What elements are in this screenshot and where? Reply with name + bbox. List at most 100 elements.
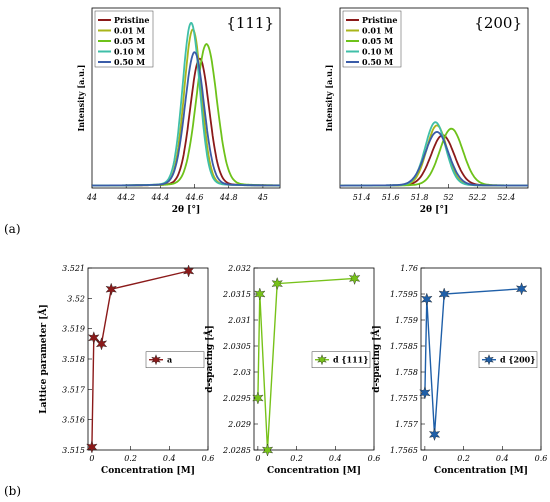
x-axis-label: 2θ [°]: [172, 205, 200, 215]
legend-label: 0.05 M: [114, 36, 145, 46]
y-tick-label: 1.7595: [390, 290, 418, 299]
legend-label: a: [167, 355, 172, 365]
legend-label: 0.05 M: [362, 36, 393, 46]
peak-panel-200: 51.4 51.6 51.8 52 52.2 52.4 2θ [°] Intensity [a…: [324, 7, 529, 215]
x-tick-label: 44.8: [219, 193, 238, 202]
x-tick-label: 44.4: [150, 193, 169, 202]
data-point: [182, 264, 195, 278]
data-point: [438, 287, 450, 301]
data-point: [271, 276, 283, 291]
x-tick-label: 44: [86, 193, 97, 202]
y-tick-label: 2.0305: [222, 342, 251, 351]
y-tick-label: 3.516: [62, 416, 85, 425]
x-tick-label: 44.2: [116, 193, 135, 202]
y-axis-label: Intensity [a.u.]: [324, 65, 334, 132]
x-tick-label: 52.2: [468, 193, 486, 202]
legend-label: 0.10 M: [362, 47, 393, 57]
legend-label: d {200}: [500, 355, 535, 365]
x-tick-label: 0.2: [124, 454, 137, 463]
y-axis-label: d-spacing [Å]: [370, 325, 382, 393]
curves-group: [340, 121, 528, 187]
y-tick-label: 2.029: [227, 420, 251, 429]
scatter-panel-3: 0 0.2 0.4 0.6 1.7565 1.757 1.7575 1.758 1.7585 1.…: [370, 264, 547, 476]
x-tick-label: 44.6: [185, 193, 204, 202]
data-point: [254, 287, 266, 301]
y-tick-label: 2.0315: [222, 290, 251, 299]
y-tick-label: 1.7575: [390, 394, 418, 403]
data-point: [428, 427, 441, 442]
y-tick-label: 1.76: [400, 264, 418, 273]
y-tick-label: 2.0285: [222, 446, 251, 455]
data-point: [515, 282, 528, 296]
legend-label: Pristine: [114, 15, 149, 25]
data-point: [348, 271, 361, 286]
y-tick-label: 1.757: [395, 420, 419, 429]
peak-panel-111: 44 44.2 44.4 44.6 44.8 45 2θ [°] Intensity [a.u…: [76, 7, 281, 215]
x-tick-label: 0.2: [290, 454, 303, 463]
x-axis-label: Concentration [M]: [267, 466, 361, 476]
legend-label: 0.01 M: [362, 26, 393, 36]
y-tick-label: 2.0295: [222, 394, 251, 403]
y-tick-label: 3.518: [62, 355, 85, 364]
data-point: [252, 391, 264, 405]
legend-label: d {111}: [333, 355, 368, 365]
peak-curve: [92, 51, 280, 187]
x-tick-label: 0: [422, 454, 427, 463]
axes-frame: [339, 7, 529, 189]
legend-box: [145, 351, 205, 368]
x-tick-label: 0.6: [202, 454, 215, 463]
data-point: [86, 440, 98, 454]
x-tick-label: 51.8: [411, 193, 429, 202]
y-tick-label: 1.759: [395, 316, 418, 325]
axes-frame: [91, 7, 281, 189]
panel-label-b: (b): [4, 484, 22, 498]
y-tick-label: 3.517: [62, 385, 86, 394]
panel-title: {111}: [226, 14, 274, 32]
y-tick-label: 3.52: [67, 294, 85, 303]
x-axis-label: Concentration [M]: [434, 466, 528, 476]
x-tick-label: 0: [89, 454, 94, 463]
legend-label: Pristine: [362, 15, 397, 25]
x-axis-label: 2θ [°]: [420, 205, 448, 215]
data-point: [261, 443, 274, 457]
y-tick-label: 2.032: [227, 264, 251, 273]
y-tick-label: 1.7565: [390, 446, 418, 455]
x-tick-label: 0.6: [535, 454, 548, 463]
peak-curve: [340, 134, 528, 187]
legend-label: 0.50 M: [362, 57, 393, 67]
legend-label: 0.50 M: [114, 57, 145, 67]
x-tick-label: 51.4: [353, 193, 371, 202]
data-point: [419, 386, 431, 400]
x-tick-label: 51.6: [382, 193, 400, 202]
x-tick-label: 52.4: [497, 193, 515, 202]
legend-box: [478, 351, 538, 368]
peak-curve: [340, 121, 528, 187]
x-tick-label: 0: [255, 454, 260, 463]
legend-label: 0.10 M: [114, 47, 145, 57]
panel-label-a: (a): [4, 222, 21, 236]
data-point: [105, 282, 117, 296]
scatter-panel-2: 0 0.2 0.4 0.6 2.0285 2.029 2.0295 2.03 2.0305 2.0…: [203, 264, 380, 476]
x-tick-label: 52: [443, 193, 453, 202]
scatter-panel-1: 0 0.2 0.4 0.6 3.515 3.516 3.517 3.518 3.519 3.52 3…: [37, 264, 214, 476]
axes-frame: [420, 267, 542, 451]
curves-group: [92, 22, 280, 187]
panel-title: {200}: [474, 14, 522, 32]
x-tick-label: 0.4: [329, 454, 342, 463]
x-tick-label: 45: [257, 193, 268, 202]
x-tick-label: 0.4: [163, 454, 176, 463]
legend-marker: [484, 354, 494, 366]
x-tick-label: 0.6: [368, 454, 381, 463]
data-point: [88, 331, 100, 345]
x-axis-label: Concentration [M]: [101, 466, 195, 476]
x-tick-label: 0.2: [457, 454, 470, 463]
y-tick-label: 3.521: [62, 264, 85, 273]
y-axis-label: Lattice parameter [Å]: [37, 304, 49, 413]
legend-marker: [151, 354, 161, 366]
data-point: [421, 292, 433, 306]
legend-label: 0.01 M: [114, 26, 145, 36]
legend-box: [311, 351, 371, 368]
y-tick-label: 2.031: [227, 316, 251, 325]
y-tick-label: 1.7585: [390, 342, 418, 351]
